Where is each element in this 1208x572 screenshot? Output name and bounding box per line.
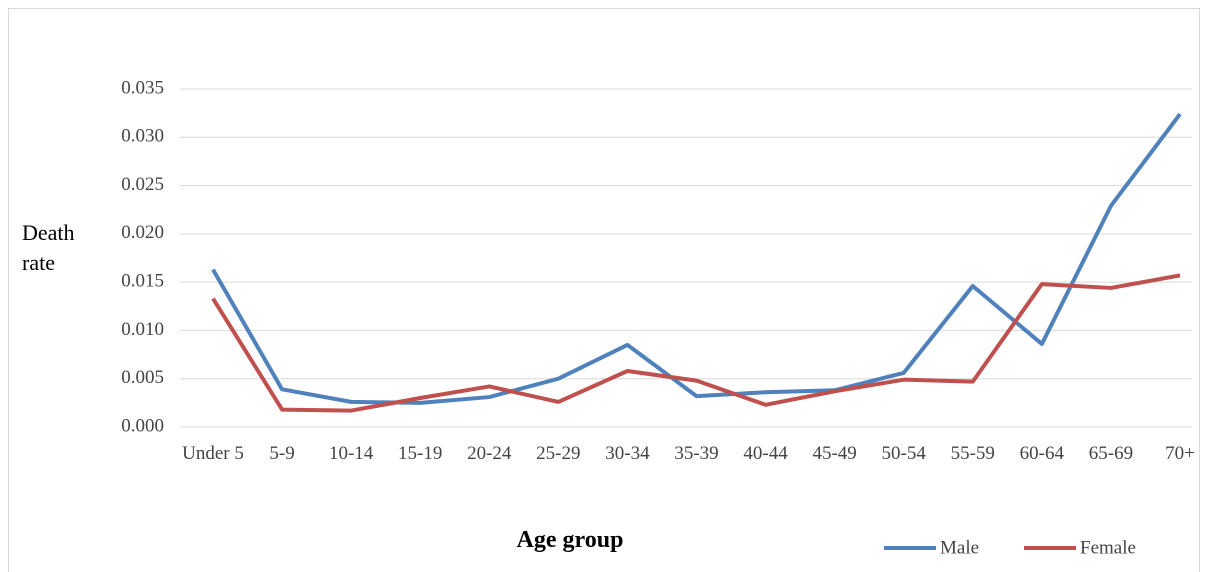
y-tick-label: 0.000 — [121, 415, 164, 436]
x-tick-label: 60-64 — [1019, 443, 1064, 464]
chart-frame — [8, 8, 1200, 572]
x-tick-label: 35-39 — [674, 443, 719, 464]
y-tick-label: 0.005 — [121, 367, 164, 388]
x-tick-label: 15-19 — [398, 443, 443, 464]
x-tick-label: 50-54 — [881, 443, 926, 464]
legend-label: Female — [1080, 537, 1136, 558]
y-tick-label: 0.020 — [121, 222, 164, 243]
x-tick-label: 25-29 — [536, 443, 581, 464]
x-tick-label: 20-24 — [467, 443, 512, 464]
x-tick-label: 45-49 — [812, 443, 857, 464]
y-tick-label: 0.010 — [121, 319, 164, 340]
x-tick-label: 10-14 — [328, 443, 374, 464]
y-axis-label: Death rate — [22, 220, 75, 275]
series-line — [211, 112, 1182, 405]
legend-label: Male — [940, 537, 979, 558]
x-tick-label: 70+ — [1165, 443, 1195, 464]
x-tick-label: 5-9 — [269, 443, 295, 464]
x-tick-label: 30-34 — [605, 443, 650, 464]
x-tick-label: 40-44 — [743, 443, 788, 464]
x-tick-label: 55-59 — [950, 443, 995, 464]
x-tick-label: Under 5 — [182, 443, 244, 464]
x-axis-title: Age group — [516, 527, 624, 553]
series-line — [211, 273, 1181, 413]
x-tick-label: 65-69 — [1088, 443, 1134, 464]
y-tick-label: 0.015 — [121, 271, 164, 292]
y-tick-label: 0.035 — [121, 77, 164, 98]
y-tick-label: 0.025 — [121, 174, 164, 195]
y-tick-label: 0.030 — [121, 126, 164, 147]
